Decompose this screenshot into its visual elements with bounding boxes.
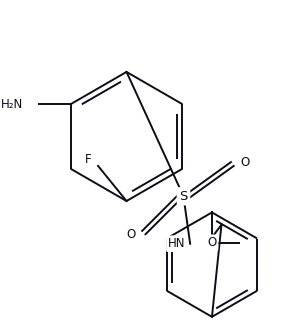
Text: O: O [207,236,217,249]
Text: F: F [85,153,92,166]
Text: O: O [241,155,250,169]
Text: HN: HN [168,237,185,250]
Text: O: O [127,228,136,241]
Text: S: S [179,190,188,203]
Text: H₂N: H₂N [1,98,23,111]
